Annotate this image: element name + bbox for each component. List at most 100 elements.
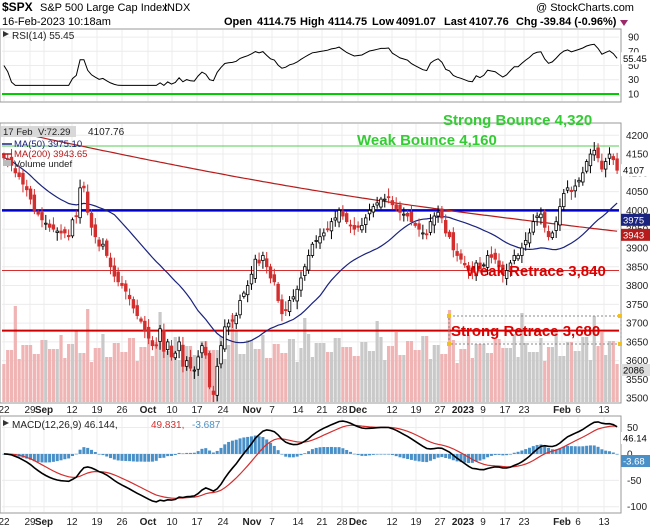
candle-body — [405, 212, 410, 217]
macd-hist-bar — [223, 444, 227, 454]
open-label: Open — [224, 16, 252, 28]
macd-hist-bar — [486, 453, 490, 458]
price-tick-label: 4050 — [626, 187, 649, 198]
x-tick-label: 28 — [336, 517, 348, 528]
macd-hist-bar — [234, 439, 238, 454]
candle-body — [169, 345, 174, 358]
x-tick-label: 7 — [269, 517, 275, 528]
candle-body — [596, 147, 600, 159]
volume-bar — [108, 357, 113, 402]
macd-hist-bar — [284, 453, 288, 457]
macd-hist-bar — [276, 450, 280, 454]
macd-signal-line — [3, 424, 618, 499]
candle-body — [257, 259, 261, 264]
volume-bar — [173, 337, 177, 402]
candle-body — [177, 341, 181, 352]
volume-bar — [268, 358, 273, 402]
volume-bar — [326, 352, 330, 402]
candle-body — [398, 204, 402, 213]
candle-body — [402, 213, 406, 216]
macd-hist-bar — [299, 453, 303, 456]
macd-hist-bar — [139, 453, 143, 462]
candle-body — [504, 270, 509, 279]
volume-bar — [375, 321, 379, 402]
macd-tick-label: -100 — [627, 502, 647, 513]
candle-body — [2, 154, 6, 159]
volume-bar — [383, 360, 387, 402]
volume-bar — [524, 343, 528, 402]
volume-bar — [390, 346, 394, 402]
macd-hist-bar — [493, 453, 497, 455]
macd-hist-bar — [444, 453, 448, 459]
volume-bar — [543, 361, 547, 402]
x-tick-label: 10 — [166, 517, 178, 528]
candle-body — [501, 264, 505, 275]
volume-bar — [425, 336, 429, 402]
volume-bar — [417, 350, 421, 402]
candle-body — [455, 251, 459, 256]
macd-hist-bar — [158, 453, 162, 459]
candle-body — [165, 341, 170, 351]
volume-bar — [371, 351, 375, 402]
x-tick-label: 26 — [116, 405, 128, 416]
macd-hist-bar — [337, 447, 341, 454]
candle-body — [85, 191, 90, 213]
x-tick-label: 17 — [499, 405, 511, 416]
expand-icon — [3, 31, 9, 37]
high-label: High — [300, 16, 325, 28]
candle-body — [440, 208, 444, 219]
volume-tag: 2086 — [623, 366, 644, 377]
candle-body — [306, 255, 311, 271]
volume-bar — [485, 353, 490, 402]
volume-bar — [413, 350, 417, 402]
volume-bar — [21, 345, 25, 402]
candle-body — [234, 315, 238, 325]
volume-bar — [386, 346, 391, 402]
macd-hist-bar — [489, 453, 493, 456]
macd-hist-bar — [219, 447, 223, 454]
macd-legend: MACD(12,26,9) 46.144, 49.831, -3.687 — [3, 420, 221, 431]
macd-hist-bar — [600, 449, 604, 454]
volume-bar — [531, 352, 535, 402]
down-arrow-icon — [620, 20, 628, 26]
macd-tick-label: -50 — [627, 476, 642, 487]
macd-hist-bar — [116, 453, 120, 461]
x-tick-label: 17 — [191, 517, 203, 528]
macd-hist-bar — [131, 453, 135, 462]
x-tick-label: 27 — [434, 517, 446, 528]
candle-body — [444, 219, 448, 234]
candle-body — [523, 240, 528, 246]
volume-bar — [440, 354, 444, 402]
price-last-tag: 4107 — [623, 166, 644, 177]
candle-body — [348, 224, 353, 227]
candle-body — [112, 265, 117, 277]
volume-bar — [478, 344, 482, 402]
macd-hist-bar — [379, 453, 383, 455]
volume-bar — [291, 339, 295, 402]
x-tick-label: Dec — [349, 517, 368, 528]
volume-bar — [139, 347, 143, 402]
candle-body — [66, 235, 71, 238]
candle-body — [341, 210, 345, 217]
ma200-tag: 3943 — [623, 230, 644, 241]
volume-bar — [135, 361, 139, 402]
macd-hist-bar — [417, 453, 421, 462]
macd-hist-bar — [109, 453, 113, 459]
candle-body — [139, 318, 143, 322]
volume-bar — [604, 355, 608, 402]
box-handle — [447, 342, 451, 346]
candle-body — [249, 273, 254, 285]
candle-body — [527, 232, 532, 244]
volume-bar — [276, 344, 280, 402]
candle-body — [185, 360, 189, 367]
candle-body — [146, 326, 151, 339]
volume-bar — [573, 351, 577, 402]
volume-bar — [459, 349, 463, 402]
candle-body — [150, 340, 155, 347]
candle-body — [600, 160, 604, 170]
volume-bar — [120, 352, 124, 402]
last-label: Last — [444, 16, 467, 28]
macd-hist-bar — [558, 448, 562, 454]
volume-bar — [70, 344, 75, 402]
volume-bar — [36, 354, 40, 402]
